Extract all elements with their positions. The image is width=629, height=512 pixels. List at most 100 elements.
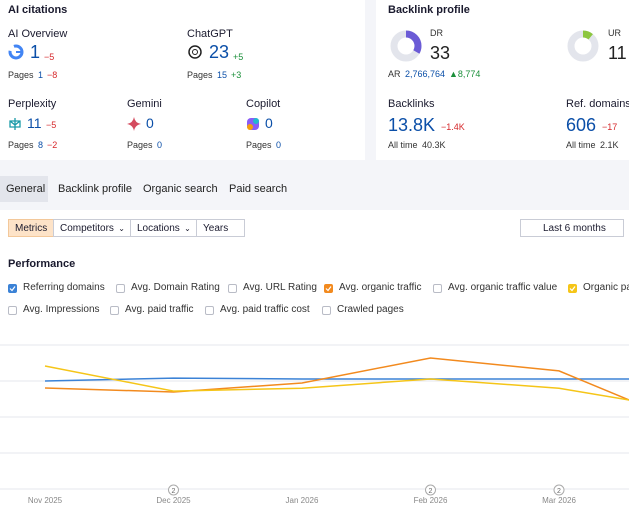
legend-checkbox[interactable]: [324, 284, 333, 293]
ai-citations-card: [0, 0, 365, 160]
performance-card: [0, 210, 629, 512]
legend-checkbox[interactable]: [228, 284, 237, 293]
section-title: Backlink profile: [388, 4, 470, 16]
source-name: Perplexity: [8, 98, 57, 110]
pages-change: +3: [231, 70, 242, 80]
legend-label[interactable]: Avg. Impressions: [23, 304, 100, 315]
ref_domains-label: Ref. domains: [566, 98, 629, 110]
pages-change: −2: [47, 140, 58, 150]
legend-checkbox[interactable]: [8, 306, 17, 315]
legend-label[interactable]: Avg. URL Rating: [243, 282, 317, 293]
tab[interactable]: Backlink profile: [58, 183, 132, 195]
pages-change: −8: [47, 70, 58, 80]
source-name: Gemini: [127, 98, 162, 110]
date-range-button[interactable]: Last 6 months: [520, 219, 624, 237]
citation-change: −5: [44, 52, 55, 62]
performance-title: Performance: [8, 258, 76, 270]
citation-value: 23: [209, 42, 230, 62]
copilot-icon: [247, 118, 259, 130]
legend-label[interactable]: Avg. Domain Rating: [131, 282, 220, 293]
ur-donut: [567, 30, 599, 62]
section-title: AI citations: [8, 4, 68, 16]
pages-label: Pages: [246, 140, 272, 150]
backlinks-change: −1.4K: [441, 122, 465, 132]
citation-value: 0: [146, 115, 154, 131]
filter-button[interactable]: Years: [196, 219, 246, 237]
chevron: ⌄: [118, 224, 125, 233]
legend-label[interactable]: Avg. paid traffic cost: [220, 304, 310, 315]
ar-change: ▲8,774: [449, 69, 481, 79]
citation-change: −5: [46, 120, 57, 130]
ar-value: 2,766,764: [405, 69, 446, 79]
dr-donut: [390, 30, 422, 62]
pages-value: 0: [157, 140, 163, 150]
dr-value: 33: [430, 43, 451, 63]
backlinks-label: Backlinks: [388, 98, 435, 110]
chatgpt-icon: [188, 45, 202, 59]
annotation-marker: [425, 484, 436, 496]
legend-checkbox[interactable]: [568, 284, 577, 293]
tab[interactable]: General: [6, 183, 46, 195]
x-tick-label: Jan 2026: [286, 496, 319, 505]
legend-label[interactable]: Organic pa: [583, 282, 629, 293]
tab-selected-bg: [0, 176, 48, 202]
gemini-icon: [127, 117, 141, 131]
ur-value: 11: [608, 43, 627, 63]
citation-value: 11: [27, 115, 42, 131]
x-tick-label: Dec 2025: [156, 496, 191, 505]
x-tick-label: Mar 2026: [542, 496, 576, 505]
citation-change: +5: [233, 52, 244, 62]
pages-value: 1: [38, 70, 44, 80]
pages-value: 15: [217, 70, 228, 80]
chart: Nov 2025 Dec 2025 Jan 2026 Feb 2026 Mar 2026…: [0, 344, 629, 505]
pages-value: 8: [38, 140, 44, 150]
legend-label[interactable]: Referring domains: [23, 282, 105, 293]
pages-label: Pages: [127, 140, 153, 150]
legend-label[interactable]: Avg. organic traffic: [339, 282, 422, 293]
all-time-label: All time: [388, 140, 418, 150]
legend-checkbox[interactable]: [433, 284, 442, 293]
series-line: [44, 377, 629, 382]
ar-label: AR: [388, 69, 401, 79]
annotation-marker: [168, 484, 179, 496]
tab[interactable]: Organic search: [143, 183, 218, 195]
dr-label: DR: [430, 28, 443, 38]
source-name: ChatGPT: [187, 28, 233, 40]
pages-label: Pages: [187, 70, 213, 80]
annotation-label: 2: [429, 488, 433, 495]
legend-checkbox[interactable]: [116, 284, 125, 293]
legend-label[interactable]: Avg. organic traffic value: [448, 282, 558, 293]
pages-label: Pages: [8, 70, 34, 80]
legend-label[interactable]: Crawled pages: [337, 304, 404, 315]
legend-checkbox[interactable]: [110, 306, 119, 315]
all-time-label: All time: [566, 140, 596, 150]
backlink-card: [376, 0, 629, 160]
legend-checkbox[interactable]: [205, 306, 214, 315]
pages-label: Pages: [8, 140, 34, 150]
tab[interactable]: Paid search: [229, 183, 288, 195]
annotation-label: 2: [172, 488, 176, 495]
series-line: [44, 357, 629, 401]
legend-label[interactable]: Avg. paid traffic: [125, 304, 194, 315]
source-name: AI Overview: [8, 28, 68, 40]
ref_domains-value: 606: [566, 115, 597, 135]
legend-checkbox[interactable]: [322, 306, 331, 315]
filter-button[interactable]: Locations ⌄: [130, 219, 197, 237]
filter-button[interactable]: Competitors ⌄: [53, 219, 131, 237]
backlinks-value: 13.8K: [388, 115, 436, 135]
ur-label: UR: [608, 28, 621, 38]
citation-value: 1: [30, 42, 41, 62]
all-time-value: 40.3K: [422, 140, 446, 150]
google-icon: [8, 44, 24, 60]
x-tick-label: Nov 2025: [28, 496, 63, 505]
filter-button[interactable]: Metrics: [8, 219, 55, 237]
legend-checkbox[interactable]: [8, 284, 17, 293]
x-tick-label: Feb 2026: [414, 496, 448, 505]
source-name: Copilot: [246, 98, 281, 110]
all-time-value: 2.1K: [600, 140, 619, 150]
citation-value: 0: [265, 115, 273, 131]
series-line: [44, 365, 629, 401]
annotation-marker: [553, 484, 565, 496]
perplexity-icon: [9, 118, 21, 130]
